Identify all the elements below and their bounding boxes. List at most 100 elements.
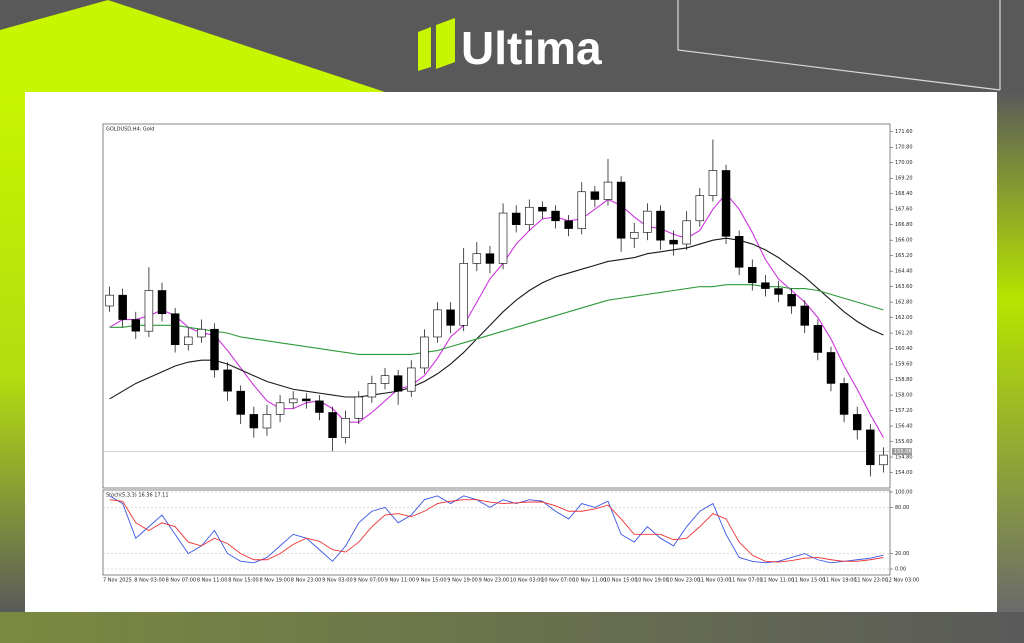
- candle-body: [826, 352, 836, 384]
- logo-text: Ultima: [461, 22, 602, 74]
- candle-body: [629, 232, 639, 239]
- x-tick-label: 10 Nov 03:00: [510, 578, 544, 584]
- indicator-line: [109, 284, 884, 355]
- x-tick-label: 8 Nov 03:00: [134, 578, 165, 584]
- candle-body: [315, 400, 324, 413]
- panel: [25, 92, 997, 612]
- x-tick-label: 11 Nov 03:00: [698, 578, 732, 584]
- candle-body: [433, 309, 442, 338]
- y-tick-label: 158.80: [895, 377, 913, 383]
- candle-body: [118, 294, 127, 320]
- x-tick-label: 10 Nov 11:00: [573, 578, 607, 584]
- candle-body: [288, 398, 298, 404]
- y-tick-label: 164.40: [895, 269, 913, 275]
- candle-body: [708, 170, 718, 196]
- x-tick-label: 11 Nov 07:00: [729, 578, 763, 584]
- candle-body: [643, 210, 652, 233]
- candle-body: [511, 212, 521, 225]
- candle-body: [866, 429, 875, 466]
- candle-body: [157, 290, 167, 315]
- x-tick-label: 8 Nov 15:00: [228, 578, 259, 584]
- y-tick-label: 167.60: [895, 207, 913, 213]
- candle-body: [328, 412, 337, 438]
- candle-body: [774, 288, 783, 295]
- indicator-line: [109, 237, 884, 400]
- candle-body: [485, 253, 495, 264]
- candle-body: [564, 220, 573, 229]
- candle-body: [144, 290, 154, 332]
- accent-strip: [0, 612, 1024, 643]
- candle-body: [839, 383, 849, 415]
- x-tick-label: 9 Nov 11:00: [385, 578, 416, 584]
- x-tick-label: 9 Nov 03:00: [322, 578, 353, 584]
- candle-body: [407, 367, 416, 392]
- candle-body: [669, 239, 678, 245]
- candle-body: [721, 170, 731, 237]
- candle-body: [590, 191, 600, 200]
- candle-body: [262, 414, 272, 429]
- y-tick-label: 160.40: [895, 346, 913, 352]
- y-tick-label: 168.40: [895, 191, 913, 197]
- candle-body: [197, 328, 206, 338]
- y-tick-label: 162.80: [895, 300, 913, 306]
- x-tick-label: 7 Nov 2025: [103, 578, 132, 584]
- candle-body: [210, 328, 219, 371]
- candle-body: [393, 375, 403, 392]
- y-tick-label: 158.00: [895, 393, 913, 399]
- y-tick-label: 159.60: [895, 362, 913, 368]
- y-tick-label: 171.60: [895, 129, 913, 135]
- y-tick-label: 170.80: [895, 145, 913, 151]
- plot-frame: [102, 123, 891, 489]
- x-tick-label: 8 Nov 07:00: [166, 578, 197, 584]
- y-tick-label: 154.00: [895, 470, 913, 476]
- candle-body: [420, 336, 429, 369]
- candle-body: [656, 210, 665, 241]
- y-tick-label: 100.00: [895, 490, 913, 496]
- x-tick-label: 10 Nov 15:00: [604, 578, 638, 584]
- x-tick-label: 8 Nov 23:00: [291, 578, 322, 584]
- y-tick-label: 157.20: [895, 408, 913, 414]
- candle-body: [105, 294, 114, 307]
- candle-body: [603, 181, 613, 200]
- x-tick-label: 11 Nov 11:00: [760, 578, 794, 584]
- candle-body: [459, 263, 468, 326]
- candle-body: [367, 383, 377, 398]
- x-tick-label: 11 Nov 15:00: [792, 578, 826, 584]
- candle-body: [131, 319, 141, 332]
- candle-body: [354, 396, 364, 419]
- y-tick-label: 170.00: [895, 160, 913, 166]
- y-tick-label: 163.60: [895, 284, 913, 290]
- candle-body: [236, 390, 245, 415]
- y-tick-label: 155.60: [895, 439, 913, 445]
- y-tick-label: 20.00: [895, 551, 909, 557]
- candle-body: [223, 369, 232, 392]
- x-tick-label: 11 Nov 19:00: [823, 578, 857, 584]
- indicator-line: [109, 495, 884, 564]
- y-tick-label: 166.80: [895, 222, 913, 228]
- candle-body: [787, 294, 796, 307]
- candle-body: [813, 325, 823, 353]
- y-tick-label: 169.20: [895, 176, 913, 182]
- candle-body: [761, 282, 770, 289]
- candle-body: [446, 309, 455, 326]
- candle-body: [472, 253, 482, 264]
- y-tick-label: 154.80: [895, 455, 913, 461]
- candle-body: [577, 191, 586, 229]
- x-tick-label: 8 Nov 19:00: [260, 578, 291, 584]
- logo-icon: [418, 27, 431, 71]
- x-tick-label: 9 Nov 15:00: [416, 578, 447, 584]
- candle-body: [498, 212, 508, 264]
- x-tick-label: 12 Nov 03:00: [886, 578, 920, 584]
- x-tick-label: 9 Nov 19:00: [447, 578, 478, 584]
- y-tick-label: 156.40: [895, 424, 913, 430]
- chart-title: GOLDUSD,H4: Gold: [106, 127, 154, 133]
- y-tick-label: 166.00: [895, 238, 913, 244]
- x-tick-label: 10 Nov 07:00: [541, 578, 575, 584]
- accent-strip: [0, 92, 25, 612]
- x-tick-label: 10 Nov 23:00: [666, 578, 700, 584]
- candle-body: [551, 210, 560, 222]
- candle-body: [525, 206, 534, 225]
- indicator-line: [109, 192, 884, 438]
- x-tick-label: 8 Nov 11:00: [197, 578, 228, 584]
